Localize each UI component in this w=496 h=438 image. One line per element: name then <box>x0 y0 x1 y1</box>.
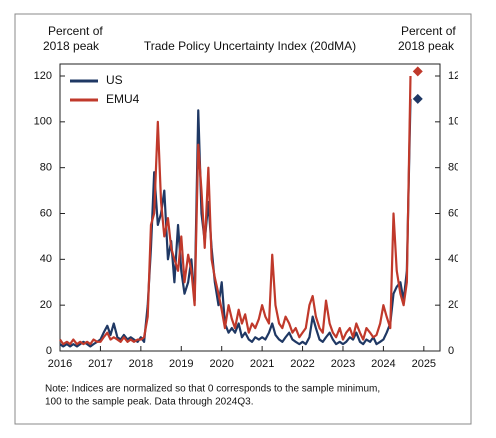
x-tick-label: 2019 <box>169 358 193 370</box>
y-tick-label: 100 <box>34 116 52 128</box>
x-tick-label: 2023 <box>331 358 355 370</box>
series-line <box>59 75 412 346</box>
x-tick-label: 2018 <box>129 358 153 370</box>
x-tick-label: 2016 <box>48 358 72 370</box>
legend-label: US <box>106 73 123 87</box>
y2-tick-label: 120 <box>448 70 466 82</box>
y2-tick-label: 60 <box>448 207 460 219</box>
x-tick-label: 2022 <box>290 358 314 370</box>
x-tick-label: 2021 <box>250 358 274 370</box>
frame <box>14 13 472 425</box>
note: Note: Indices are normalized so that 0 c… <box>45 384 380 395</box>
y-tick-label: 0 <box>46 345 52 357</box>
x-tick-label: 2024 <box>371 358 395 370</box>
y-tick-label: 40 <box>40 253 52 265</box>
y-tick-label: 80 <box>40 162 52 174</box>
x-tick-label: 2017 <box>88 358 112 370</box>
y2-axis-label: 2018 peak <box>398 39 455 53</box>
plot-area <box>59 63 441 352</box>
x-tick-label: 2020 <box>209 358 233 370</box>
diamond-marker <box>412 66 423 77</box>
y2-tick-label: 40 <box>448 253 460 265</box>
note: 100 to the sample peak. Data through 202… <box>45 397 253 408</box>
y2-tick-label: 0 <box>448 345 454 357</box>
y-axis-label: Percent of <box>48 24 103 38</box>
y-tick-label: 60 <box>40 207 52 219</box>
y2-tick-label: 80 <box>448 162 460 174</box>
y-tick-label: 20 <box>40 299 52 311</box>
diamond-marker <box>412 93 423 104</box>
x-tick-label: 2025 <box>412 358 436 370</box>
y2-tick-label: 20 <box>448 299 460 311</box>
legend-label: EMU4 <box>106 92 140 106</box>
right-axis-labels: 0 20 40 60 80 100 120 <box>448 70 466 357</box>
y2-axis-label: Percent of <box>401 24 456 38</box>
chart-title: Trade Policy Uncertainty Index (20dMA) <box>144 39 356 53</box>
y-tick-label: 120 <box>34 70 52 82</box>
y2-tick-label: 100 <box>448 116 466 128</box>
y-axis-label: 2018 peak <box>43 39 100 53</box>
series-line <box>59 98 412 348</box>
